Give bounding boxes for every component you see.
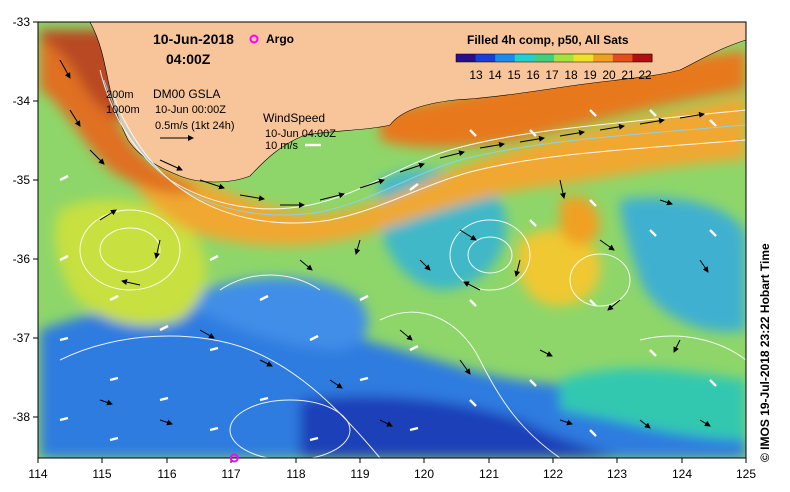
colorbar-tick: 15 (507, 68, 521, 82)
argo-legend: Argo (249, 32, 294, 46)
depth-legend: 200m 1000m (106, 89, 140, 116)
colorbar-segment (534, 54, 555, 62)
x-tick-label: 123 (607, 467, 627, 481)
y-axis: -33 -34 -35 -36 -37 -38 (13, 15, 31, 424)
colorbar-segment (456, 54, 477, 62)
x-tick-label: 118 (286, 467, 305, 481)
wind-title: WindSpeed (263, 111, 325, 125)
x-tick-label: 120 (414, 467, 434, 481)
colorbar-tick: 18 (564, 68, 578, 82)
colorbar-tick: 21 (621, 68, 635, 82)
gsla-legend: DM00 GSLA 10-Jun 00:00Z 0.5m/s (1kt 24h) (153, 87, 234, 141)
argo-label: Argo (266, 32, 294, 46)
colorbar-segment (632, 54, 653, 62)
wind-scale-label: 10 m/s (265, 140, 299, 152)
colorbar-segment (554, 54, 575, 62)
x-tick-label: 116 (157, 467, 176, 481)
colorbar-segment (612, 54, 633, 62)
x-axis: 114 115 116 117 118 119 120 121 122 123 … (28, 467, 756, 481)
gsla-time: 10-Jun 00:00Z (155, 104, 226, 116)
colorbar-segment (495, 54, 516, 62)
x-tick-label: 119 (350, 467, 369, 481)
y-tick-label: -36 (13, 252, 31, 266)
y-tick-label: -38 (13, 410, 31, 424)
colorbar-segment (475, 54, 496, 62)
colorbar-segment (573, 54, 594, 62)
argo-float-marker (229, 453, 239, 463)
x-tick-label: 115 (92, 467, 111, 481)
date-label: 10-Jun-2018 (153, 31, 234, 47)
depth-1000-label: 1000m (106, 104, 140, 116)
y-tick-label: -35 (13, 173, 31, 187)
depth-200-label: 200m (106, 89, 134, 101)
credit-text: © IMOS 19-Jul-2018 23:22 Hobart Time (758, 243, 772, 462)
plot-frame (37, 21, 747, 459)
argo-marker-icon (249, 34, 259, 44)
wind-legend: WindSpeed 10-Jun 04:00Z 10 m/s (263, 111, 336, 152)
x-tick-label: 125 (736, 467, 756, 481)
current-arrows (59, 59, 711, 429)
time-label: 04:00Z (166, 51, 211, 67)
x-tick-label: 124 (672, 467, 692, 481)
y-tick-label: -37 (13, 331, 31, 345)
x-tick-label: 122 (543, 467, 563, 481)
product-title: Filled 4h comp, p50, All Sats (467, 33, 629, 47)
gsla-title: DM00 GSLA (153, 87, 220, 101)
colorbar-segment (514, 54, 535, 62)
colorbar: Filled 4h comp, p50, All Sats 13 14 15 1… (455, 33, 653, 82)
colorbar-tick: 20 (602, 68, 616, 82)
contours (59, 69, 746, 458)
tick-marks (33, 21, 747, 463)
colorbar-tick: 22 (638, 68, 652, 82)
x-tick-label: 117 (221, 467, 240, 481)
colorbar-tick: 17 (545, 68, 559, 82)
wind-arrows (59, 109, 717, 442)
wind-time: 10-Jun 04:00Z (265, 128, 336, 140)
colorbar-segment (593, 54, 614, 62)
x-tick-label: 114 (28, 467, 47, 481)
y-tick-label: -33 (13, 15, 31, 29)
colorbar-tick: 16 (526, 68, 540, 82)
colorbar-tick: 13 (469, 68, 483, 82)
x-tick-label: 121 (479, 467, 499, 481)
colorbar-tick: 14 (488, 68, 502, 82)
colorbar-tick: 19 (583, 68, 597, 82)
current-scale-label: 0.5m/s (1kt 24h) (155, 120, 234, 132)
y-tick-label: -34 (13, 94, 31, 108)
